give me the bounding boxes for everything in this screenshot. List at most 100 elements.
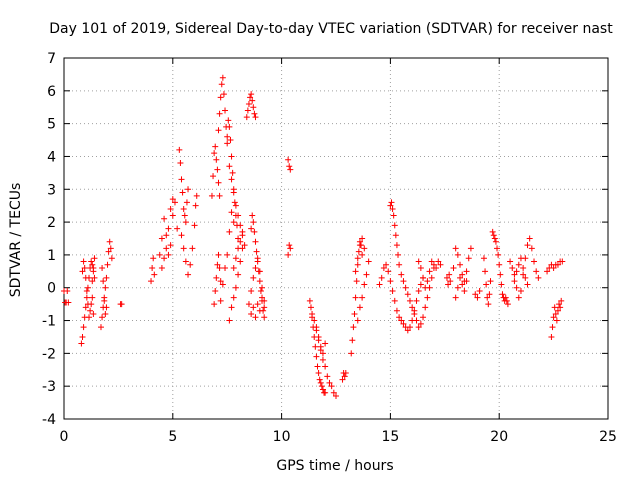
data-point (341, 373, 348, 380)
data-point (422, 304, 429, 311)
data-point (235, 235, 242, 242)
data-point (253, 248, 260, 255)
data-point (183, 199, 190, 206)
data-point (231, 199, 238, 206)
data-point (319, 350, 326, 357)
data-point (535, 274, 542, 281)
data-point (180, 245, 187, 252)
data-point (417, 281, 424, 288)
data-point (167, 205, 174, 212)
data-point (216, 110, 223, 117)
data-point (355, 248, 362, 255)
data-point (228, 304, 235, 311)
data-point (390, 212, 397, 219)
data-point (552, 310, 559, 317)
data-point (89, 294, 96, 301)
data-point (215, 127, 222, 134)
data-point (215, 251, 222, 258)
data-point (351, 310, 358, 317)
data-point (222, 265, 229, 272)
data-point (433, 265, 440, 272)
data-point (80, 258, 87, 265)
data-point (550, 314, 557, 321)
data-point (222, 107, 229, 114)
data-point (232, 255, 239, 262)
data-point (363, 271, 370, 278)
grid (64, 58, 608, 419)
data-point (287, 245, 294, 252)
data-point (118, 301, 125, 308)
data-point (445, 281, 452, 288)
y-tick-label: 0 (47, 281, 56, 297)
data-point (219, 74, 226, 81)
data-point (350, 324, 357, 331)
x-tick-label: 10 (273, 429, 291, 445)
data-point (528, 245, 535, 252)
data-point (211, 150, 218, 157)
data-point (252, 314, 259, 321)
data-point (352, 294, 359, 301)
y-tick-label: -4 (42, 412, 56, 428)
data-point (150, 255, 157, 262)
data-point (215, 179, 222, 186)
data-point (411, 310, 418, 317)
data-point (324, 373, 331, 380)
y-tick-label: -2 (42, 346, 56, 362)
data-point (248, 310, 255, 317)
data-point (417, 265, 424, 272)
data-point (533, 268, 540, 275)
data-point (359, 235, 366, 242)
data-point (385, 268, 392, 275)
data-point (484, 294, 491, 301)
data-point (452, 245, 459, 252)
data-point (318, 383, 325, 390)
data-point (176, 146, 183, 153)
data-point (286, 163, 293, 170)
data-point (511, 271, 518, 278)
data-point (513, 284, 520, 291)
data-point (557, 304, 564, 311)
data-point (149, 265, 156, 272)
data-point (212, 143, 219, 150)
data-point (486, 291, 493, 298)
data-point (250, 219, 257, 226)
data-point (230, 189, 237, 196)
data-point (216, 192, 223, 199)
data-point (169, 196, 176, 203)
data-point (259, 284, 266, 291)
data-point (359, 251, 366, 258)
data-point (319, 386, 326, 393)
data-point (319, 356, 326, 363)
data-point (178, 232, 185, 239)
data-point (406, 324, 413, 331)
data-point (87, 307, 94, 314)
data-point (306, 297, 313, 304)
data-point (88, 258, 95, 265)
data-point (352, 268, 359, 275)
data-point (393, 242, 400, 249)
data-point (228, 176, 235, 183)
data-point (254, 301, 261, 308)
data-point (259, 294, 266, 301)
data-point (90, 310, 97, 317)
data-point (261, 304, 268, 311)
data-point (83, 288, 90, 295)
data-point (395, 251, 402, 258)
data-point (315, 333, 322, 340)
data-point (515, 261, 522, 268)
data-point (151, 271, 158, 278)
data-point (415, 258, 422, 265)
data-point (83, 294, 90, 301)
data-point (244, 107, 251, 114)
data-point (237, 258, 244, 265)
data-point (398, 317, 405, 324)
y-axis-label: SDTVAR / TECUs (8, 183, 24, 298)
data-point (217, 94, 224, 101)
data-point (339, 376, 346, 383)
data-point (248, 288, 255, 295)
data-point (99, 265, 106, 272)
data-point (554, 261, 561, 268)
data-point (235, 271, 242, 278)
data-point (515, 294, 522, 301)
data-point (454, 251, 461, 258)
